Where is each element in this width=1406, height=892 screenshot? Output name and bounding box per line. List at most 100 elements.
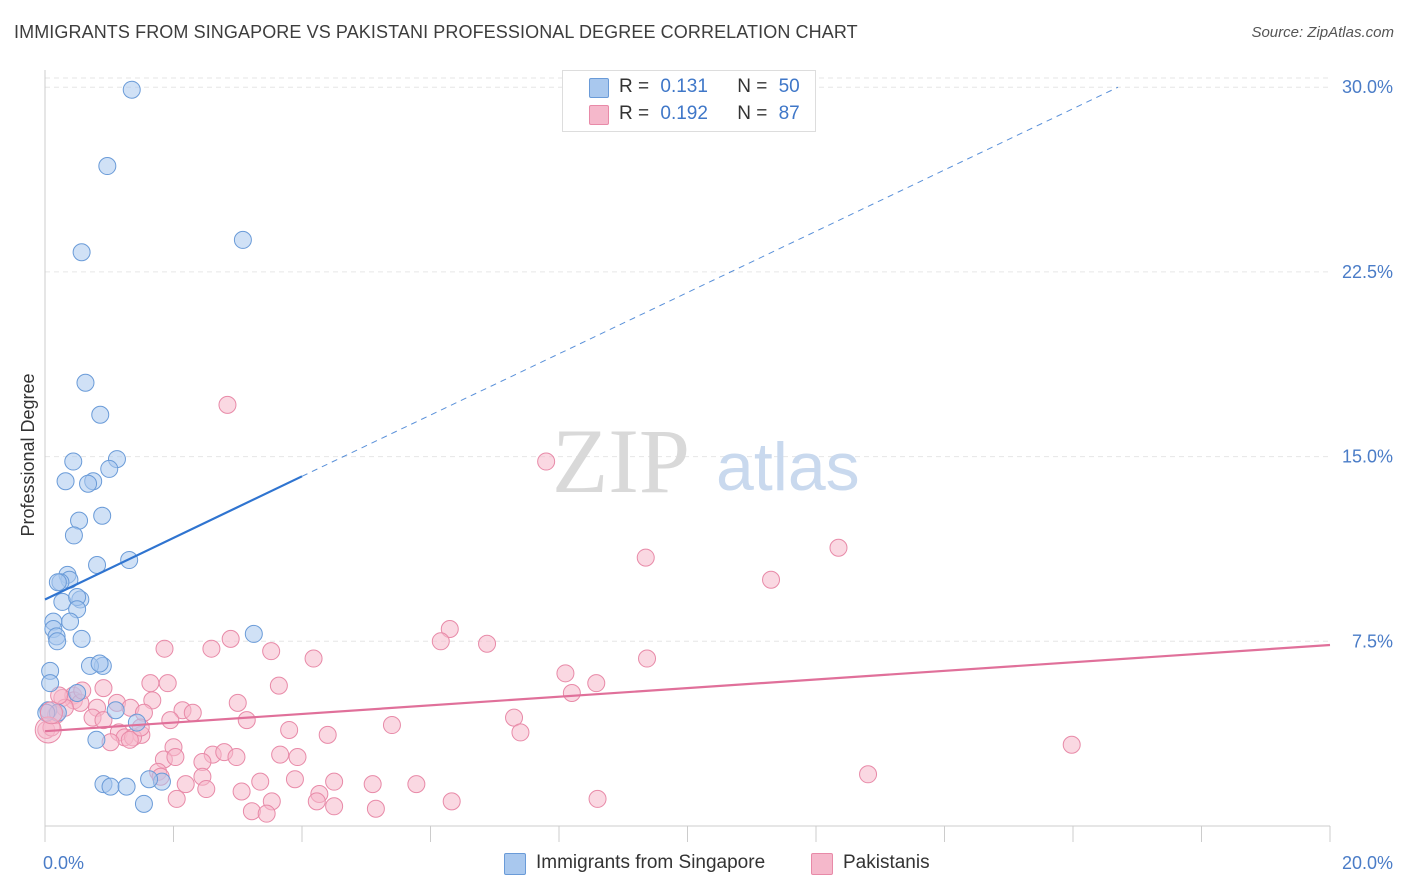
singapore-point <box>72 243 91 262</box>
singapore-point <box>98 157 117 176</box>
singapore-point <box>90 654 109 673</box>
pakistanis-point <box>218 395 237 414</box>
singapore-point <box>64 452 83 471</box>
pakistanis-point <box>141 674 160 693</box>
pakistanis-point <box>325 797 344 816</box>
pakistanis-point <box>232 782 251 801</box>
singapore-point <box>91 405 110 424</box>
pakistanis-point <box>166 748 185 767</box>
pakistanis-point <box>407 775 426 794</box>
r-label: R = <box>619 76 650 97</box>
pakistanis-point <box>158 674 177 693</box>
pakistanis-point <box>829 538 848 557</box>
swatch-pakistanis <box>589 105 609 125</box>
singapore-point <box>100 459 119 478</box>
legend-label-pakistanis: Pakistanis <box>843 852 930 873</box>
n-value: 87 <box>778 103 800 124</box>
pakistanis-point <box>202 639 221 658</box>
watermark: ZIP atlas <box>552 410 860 512</box>
singapore-point <box>233 230 252 249</box>
pakistanis-point <box>257 804 276 823</box>
pakistanis-point <box>511 723 530 742</box>
source-label: Source: ZipAtlas.com <box>1251 24 1394 41</box>
singapore-point <box>61 612 80 631</box>
trend-line-singapore <box>44 475 303 601</box>
y-tick-label: 22.5% <box>1342 262 1393 282</box>
singapore-point <box>87 730 106 749</box>
singapore-point <box>127 713 146 732</box>
pakistanis-point <box>94 711 113 730</box>
n-label: N = <box>737 76 768 97</box>
pakistanis-point <box>39 701 63 725</box>
r-value: 0.131 <box>660 76 708 97</box>
data-points <box>34 80 1081 823</box>
pakistanis-point <box>251 772 270 791</box>
singapore-point <box>76 373 95 392</box>
pakistanis-point <box>183 703 202 722</box>
pakistanis-point <box>478 634 497 653</box>
pakistanis-point <box>167 789 186 808</box>
pakistanis-point <box>762 570 781 589</box>
y-tick-label: 30.0% <box>1342 77 1393 97</box>
swatch-singapore <box>589 78 609 98</box>
pakistanis-point <box>269 676 288 695</box>
pakistanis-point <box>262 642 281 661</box>
legend-swatch-pakistanis <box>811 853 833 875</box>
chart-title: IMMIGRANTS FROM SINGAPORE VS PAKISTANI P… <box>14 22 858 42</box>
pakistanis-point <box>431 632 450 651</box>
singapore-point <box>56 472 75 491</box>
pakistanis-point <box>587 674 606 693</box>
axes <box>44 70 1331 842</box>
singapore-point <box>106 701 125 720</box>
pakistanis-point <box>288 748 307 767</box>
y-axis-label: Professional Degree <box>18 373 38 536</box>
pakistanis-point <box>155 639 174 658</box>
pakistanis-point <box>227 748 246 767</box>
pakistanis-point <box>161 711 180 730</box>
singapore-point <box>48 573 67 592</box>
pakistanis-point <box>638 649 657 668</box>
stats-legend: R = 0.131 N = 50 R = 0.192 N = 87 <box>562 70 816 132</box>
x-tick-label: 0.0% <box>43 853 84 873</box>
watermark-zip: ZIP <box>552 410 690 512</box>
pakistanis-point <box>556 664 575 683</box>
y-tick-label: 15.0% <box>1342 447 1393 467</box>
watermark-atlas: atlas <box>716 429 860 505</box>
singapore-point <box>122 80 141 99</box>
singapore-point <box>117 777 136 796</box>
pakistanis-point <box>221 629 240 648</box>
pakistanis-point <box>440 619 459 638</box>
r-value: 0.192 <box>660 103 708 124</box>
singapore-point <box>72 629 91 648</box>
stats-text-pakistanis: R = 0.192 N = 87 <box>619 103 800 125</box>
gridlines <box>45 77 1330 642</box>
pakistanis-point <box>280 720 299 739</box>
pakistanis-point <box>1062 735 1081 754</box>
singapore-point <box>140 770 159 789</box>
pakistanis-point <box>120 730 139 749</box>
legend-swatch-singapore <box>504 853 526 875</box>
singapore-point <box>93 506 112 525</box>
trend-lines <box>44 86 1331 733</box>
pakistanis-point <box>325 772 344 791</box>
pakistanis-point <box>859 765 878 784</box>
singapore-point <box>101 777 120 796</box>
pakistanis-point <box>304 649 323 668</box>
pakistanis-point <box>237 711 256 730</box>
pakistanis-point <box>242 802 261 821</box>
pakistanis-point <box>176 775 195 794</box>
pakistanis-point <box>537 452 556 471</box>
singapore-point <box>244 624 263 643</box>
pakistanis-point <box>197 780 216 799</box>
pakistanis-point <box>366 799 385 818</box>
trend-line-singapore-extension <box>301 86 1119 477</box>
singapore-point <box>79 474 98 493</box>
pakistanis-point <box>442 792 461 811</box>
r-label: R = <box>619 103 650 124</box>
legend-label-singapore: Immigrants from Singapore <box>536 852 766 873</box>
pakistanis-point <box>285 770 304 789</box>
stats-text-singapore: R = 0.131 N = 50 <box>619 76 800 98</box>
pakistanis-point <box>562 684 581 703</box>
pakistanis-point <box>271 745 290 764</box>
pakistanis-point <box>636 548 655 567</box>
